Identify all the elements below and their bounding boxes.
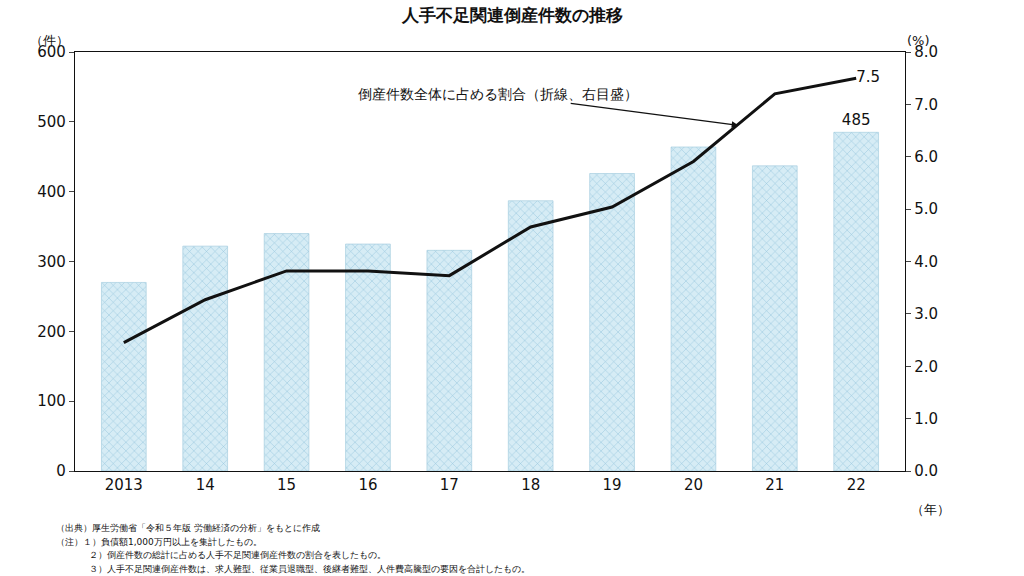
- svg-text:8.0: 8.0: [914, 43, 938, 61]
- svg-text:6.0: 6.0: [914, 148, 938, 166]
- svg-text:２）倒産件数の総計に占める人手不足関連倒産件数の割合を表した: ２）倒産件数の総計に占める人手不足関連倒産件数の割合を表したもの。: [89, 550, 386, 560]
- svg-text:3.0: 3.0: [914, 305, 938, 323]
- svg-text:485: 485: [842, 111, 871, 129]
- svg-text:5.0: 5.0: [914, 200, 938, 218]
- svg-text:2013: 2013: [105, 476, 143, 494]
- svg-text:100: 100: [37, 392, 66, 410]
- svg-text:（年）: （年）: [911, 502, 950, 517]
- svg-text:倒産件数全体に占める割合（折線、右目盛）: 倒産件数全体に占める割合（折線、右目盛）: [358, 86, 638, 102]
- svg-text:400: 400: [37, 183, 66, 201]
- svg-text:14: 14: [196, 476, 215, 494]
- svg-text:500: 500: [37, 113, 66, 131]
- svg-text:３）人手不足関連倒産件数は、求人難型、従業員退職型、後継者難: ３）人手不足関連倒産件数は、求人難型、従業員退職型、後継者難型、人件費高騰型の要…: [89, 564, 530, 574]
- svg-text:0: 0: [56, 462, 66, 480]
- svg-text:人手不足関連倒産件数の推移: 人手不足関連倒産件数の推移: [401, 5, 623, 25]
- svg-text:15: 15: [277, 476, 296, 494]
- svg-text:22: 22: [847, 476, 866, 494]
- svg-text:（注）１）負債額1,000万円以上を集計したもの。: （注）１）負債額1,000万円以上を集計したもの。: [56, 537, 262, 547]
- svg-text:7.0: 7.0: [914, 96, 938, 114]
- svg-text:（件）: （件）: [30, 33, 69, 48]
- svg-text:200: 200: [37, 323, 66, 341]
- svg-text:18: 18: [521, 476, 540, 494]
- svg-text:(%): (%): [907, 33, 930, 48]
- svg-text:300: 300: [37, 253, 66, 271]
- svg-text:21: 21: [765, 476, 784, 494]
- svg-text:16: 16: [358, 476, 377, 494]
- svg-text:600: 600: [37, 43, 66, 61]
- svg-text:1.0: 1.0: [914, 410, 938, 428]
- svg-text:17: 17: [440, 476, 459, 494]
- svg-text:（出典）厚生労働省「令和５年版 労働経済の分析」をもとに作成: （出典）厚生労働省「令和５年版 労働経済の分析」をもとに作成: [56, 523, 320, 533]
- svg-text:7.5: 7.5: [856, 68, 880, 86]
- svg-text:4.0: 4.0: [914, 253, 938, 271]
- svg-text:2.0: 2.0: [914, 358, 938, 376]
- svg-text:19: 19: [603, 476, 622, 494]
- svg-text:0.0: 0.0: [914, 462, 938, 480]
- svg-text:20: 20: [684, 476, 703, 494]
